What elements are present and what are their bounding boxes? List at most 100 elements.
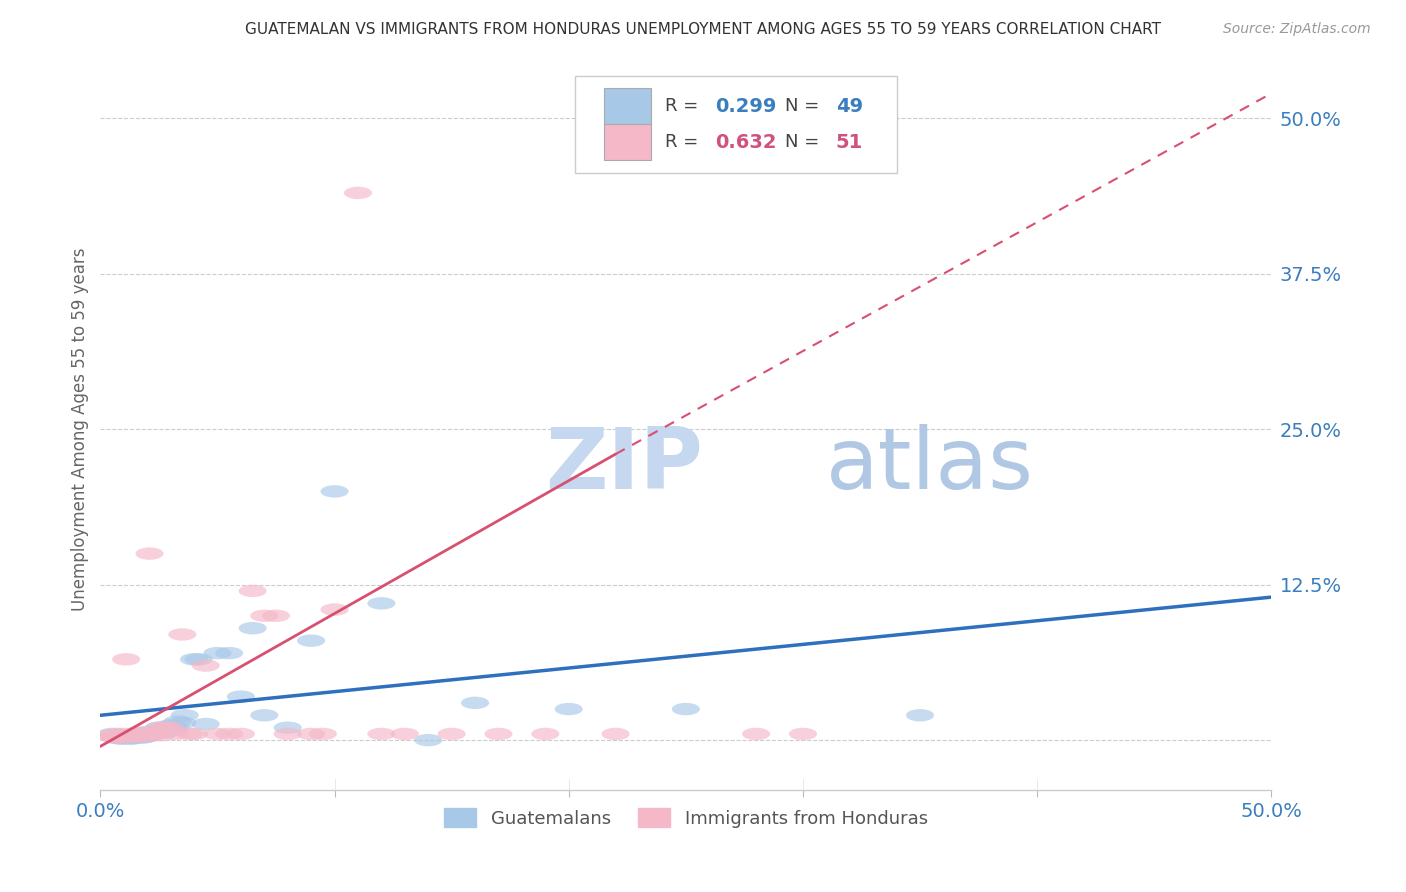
Ellipse shape <box>96 729 124 741</box>
Ellipse shape <box>152 722 180 734</box>
Ellipse shape <box>98 731 127 743</box>
Ellipse shape <box>114 729 142 741</box>
Ellipse shape <box>131 731 159 743</box>
Ellipse shape <box>297 728 325 740</box>
Text: 51: 51 <box>835 133 863 152</box>
Text: R =: R = <box>665 133 704 151</box>
Ellipse shape <box>121 729 149 741</box>
Text: R =: R = <box>665 97 704 115</box>
Ellipse shape <box>215 647 243 659</box>
Ellipse shape <box>344 186 373 199</box>
Ellipse shape <box>152 722 180 734</box>
Ellipse shape <box>124 726 152 739</box>
Y-axis label: Unemployment Among Ages 55 to 59 years: Unemployment Among Ages 55 to 59 years <box>72 247 89 611</box>
FancyBboxPatch shape <box>575 76 897 173</box>
Ellipse shape <box>135 729 163 741</box>
Text: Source: ZipAtlas.com: Source: ZipAtlas.com <box>1223 22 1371 37</box>
Ellipse shape <box>367 597 395 609</box>
Ellipse shape <box>485 728 513 740</box>
Ellipse shape <box>461 697 489 709</box>
Ellipse shape <box>145 722 173 734</box>
Ellipse shape <box>176 728 204 740</box>
Ellipse shape <box>156 722 184 734</box>
Ellipse shape <box>121 731 149 744</box>
Ellipse shape <box>262 609 290 622</box>
Ellipse shape <box>117 732 145 745</box>
Ellipse shape <box>169 628 197 640</box>
Ellipse shape <box>239 622 267 634</box>
Ellipse shape <box>367 728 395 740</box>
Ellipse shape <box>135 548 163 560</box>
Text: N =: N = <box>786 133 825 151</box>
Ellipse shape <box>138 729 166 741</box>
Ellipse shape <box>204 728 232 740</box>
Ellipse shape <box>105 731 134 743</box>
Ellipse shape <box>103 731 131 744</box>
Ellipse shape <box>124 731 152 743</box>
Ellipse shape <box>309 728 337 740</box>
Ellipse shape <box>191 659 219 672</box>
Ellipse shape <box>602 728 630 740</box>
Ellipse shape <box>100 731 128 744</box>
Ellipse shape <box>162 722 190 734</box>
Ellipse shape <box>107 732 135 745</box>
Ellipse shape <box>555 703 583 715</box>
Ellipse shape <box>250 609 278 622</box>
Ellipse shape <box>297 634 325 647</box>
Ellipse shape <box>169 716 197 729</box>
FancyBboxPatch shape <box>603 88 651 124</box>
Ellipse shape <box>138 725 166 738</box>
Ellipse shape <box>742 728 770 740</box>
Legend: Guatemalans, Immigrants from Honduras: Guatemalans, Immigrants from Honduras <box>436 801 935 835</box>
FancyBboxPatch shape <box>603 124 651 161</box>
Ellipse shape <box>117 731 145 743</box>
Text: 0.299: 0.299 <box>716 96 776 116</box>
Ellipse shape <box>184 653 212 665</box>
Ellipse shape <box>148 724 176 737</box>
Ellipse shape <box>204 647 232 659</box>
Ellipse shape <box>905 709 934 722</box>
Ellipse shape <box>124 728 152 740</box>
Ellipse shape <box>250 709 278 722</box>
Ellipse shape <box>131 726 159 739</box>
Ellipse shape <box>141 728 169 740</box>
Ellipse shape <box>112 653 141 665</box>
Ellipse shape <box>110 731 138 744</box>
Ellipse shape <box>215 728 243 740</box>
Ellipse shape <box>110 728 138 740</box>
Ellipse shape <box>114 731 142 744</box>
Ellipse shape <box>239 584 267 597</box>
Ellipse shape <box>105 731 134 743</box>
Ellipse shape <box>128 731 156 743</box>
Ellipse shape <box>107 729 135 741</box>
Ellipse shape <box>415 734 443 747</box>
Ellipse shape <box>156 719 184 731</box>
Ellipse shape <box>274 728 302 740</box>
Ellipse shape <box>163 715 191 728</box>
Ellipse shape <box>127 729 155 741</box>
Ellipse shape <box>121 731 149 743</box>
Text: ZIP: ZIP <box>546 424 703 507</box>
Ellipse shape <box>531 728 560 740</box>
Ellipse shape <box>159 724 187 737</box>
Ellipse shape <box>149 726 177 739</box>
Text: GUATEMALAN VS IMMIGRANTS FROM HONDURAS UNEMPLOYMENT AMONG AGES 55 TO 59 YEARS CO: GUATEMALAN VS IMMIGRANTS FROM HONDURAS U… <box>245 22 1161 37</box>
Ellipse shape <box>145 722 173 734</box>
Ellipse shape <box>191 718 219 731</box>
Ellipse shape <box>110 731 138 744</box>
Ellipse shape <box>134 731 162 743</box>
Ellipse shape <box>789 728 817 740</box>
Ellipse shape <box>134 728 162 740</box>
Ellipse shape <box>120 731 148 743</box>
Ellipse shape <box>103 728 131 740</box>
Ellipse shape <box>180 653 208 665</box>
Ellipse shape <box>180 728 208 740</box>
Ellipse shape <box>274 722 302 734</box>
Text: 49: 49 <box>835 96 863 116</box>
Ellipse shape <box>162 728 190 740</box>
Text: atlas: atlas <box>827 424 1035 507</box>
Ellipse shape <box>121 728 149 740</box>
Ellipse shape <box>128 726 156 739</box>
Ellipse shape <box>170 709 198 722</box>
Ellipse shape <box>226 728 254 740</box>
